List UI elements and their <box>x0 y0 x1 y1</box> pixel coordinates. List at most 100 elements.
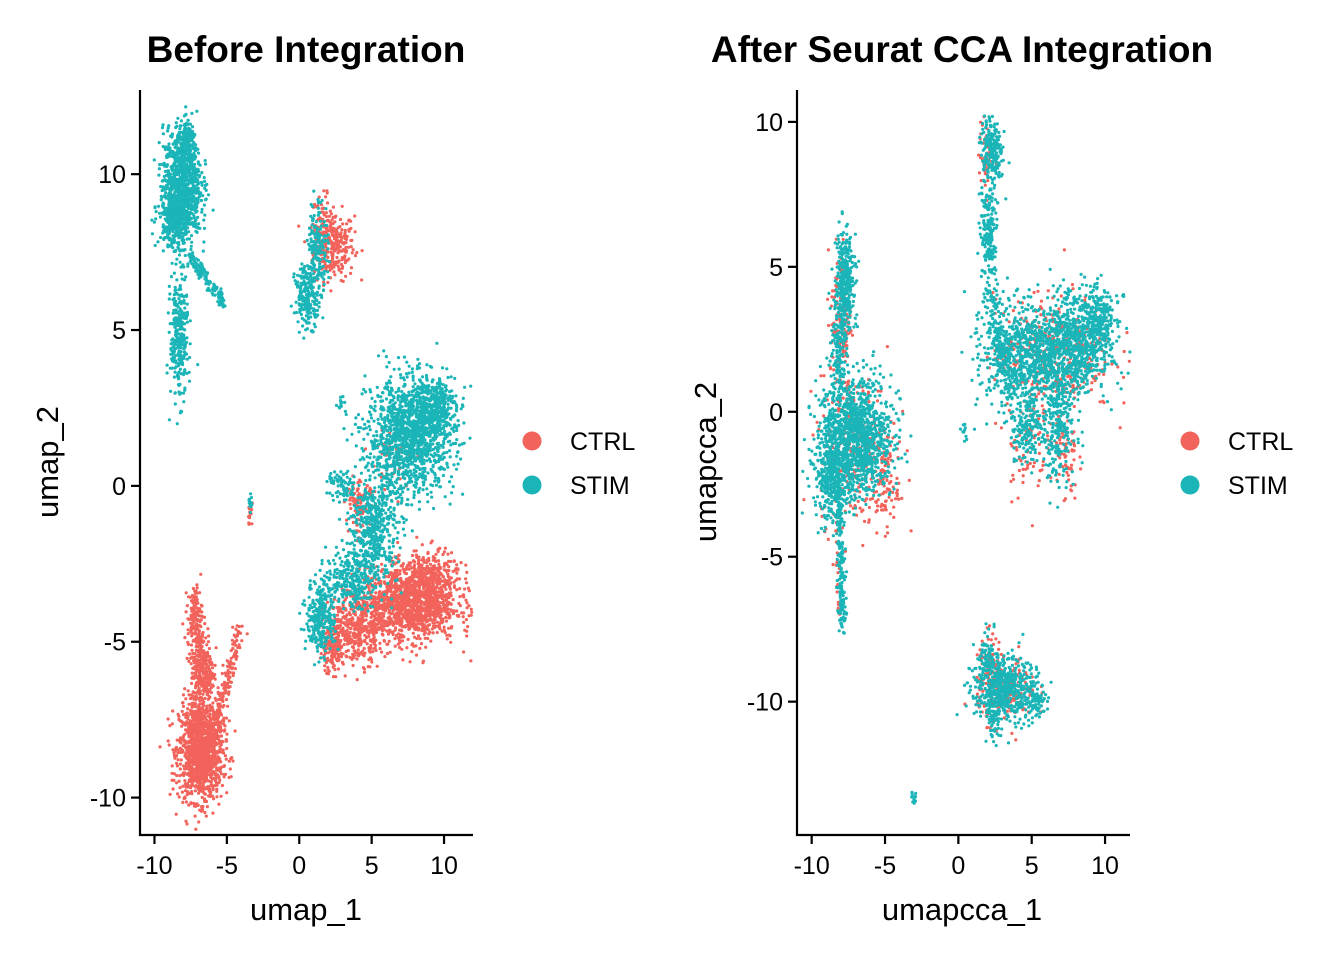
data-point <box>215 795 219 799</box>
data-point <box>367 646 371 650</box>
data-point <box>235 624 239 628</box>
data-point <box>206 769 211 773</box>
data-point <box>417 627 421 631</box>
data-point <box>445 637 449 641</box>
data-point <box>201 249 205 253</box>
data-point <box>401 625 405 629</box>
data-point <box>357 478 362 482</box>
data-point <box>333 247 337 251</box>
data-point <box>455 588 459 592</box>
data-point <box>191 651 195 656</box>
data-point <box>199 572 203 576</box>
data-point <box>418 577 422 581</box>
data-point <box>179 758 183 762</box>
data-point <box>344 241 348 245</box>
data-point <box>192 599 197 603</box>
data-point <box>193 738 197 742</box>
data-point <box>324 195 328 199</box>
data-point <box>369 615 373 620</box>
data-point <box>250 508 254 512</box>
data-point <box>339 618 343 622</box>
data-point <box>404 609 408 613</box>
data-point <box>234 657 238 661</box>
data-point <box>336 242 341 246</box>
data-point <box>345 628 349 633</box>
data-point <box>175 761 179 765</box>
data-point <box>436 548 440 552</box>
data-point <box>199 734 203 738</box>
data-point <box>199 180 204 184</box>
data-point <box>337 610 341 614</box>
data-point <box>443 546 447 550</box>
data-point <box>190 792 194 796</box>
data-point <box>426 636 430 641</box>
data-point <box>176 792 180 796</box>
data-point <box>179 750 184 755</box>
data-point <box>227 759 231 763</box>
data-point <box>188 595 192 599</box>
data-point <box>331 648 335 652</box>
data-point <box>191 608 195 612</box>
data-point <box>372 632 376 637</box>
data-point <box>336 264 340 268</box>
data-point <box>427 556 431 561</box>
data-point <box>209 686 213 690</box>
data-point <box>427 632 431 636</box>
data-point <box>201 659 205 663</box>
data-point <box>464 598 468 602</box>
data-point <box>182 771 187 775</box>
data-point <box>420 543 424 547</box>
data-point <box>202 730 206 734</box>
data-point <box>461 615 465 619</box>
data-point <box>437 586 441 590</box>
data-point <box>337 658 341 662</box>
data-point <box>371 650 375 654</box>
data-point <box>221 705 225 709</box>
data-point <box>170 778 174 782</box>
data-point <box>421 661 425 665</box>
data-point <box>435 609 439 613</box>
data-point <box>195 586 199 590</box>
data-point <box>426 576 431 580</box>
data-point <box>202 226 207 230</box>
data-point <box>400 639 405 643</box>
data-point <box>186 717 190 721</box>
data-point <box>416 562 420 566</box>
data-point <box>218 730 222 734</box>
data-point <box>181 622 185 626</box>
data-point <box>217 720 221 724</box>
data-point <box>385 588 389 592</box>
data-point <box>194 744 198 749</box>
data-point <box>464 563 468 567</box>
data-point <box>394 633 398 638</box>
data-point <box>400 583 404 587</box>
data-point <box>384 621 388 625</box>
data-point <box>184 591 188 595</box>
data-point <box>232 662 236 666</box>
data-point <box>231 625 235 629</box>
data-point <box>398 572 402 576</box>
data-point <box>352 649 356 653</box>
data-point <box>189 662 193 666</box>
data-point <box>228 664 232 668</box>
data-point <box>234 627 238 631</box>
data-point <box>185 822 189 826</box>
data-point <box>201 662 205 666</box>
data-point <box>348 619 352 623</box>
data-point <box>328 641 332 646</box>
data-point <box>193 709 198 714</box>
data-point <box>396 616 400 620</box>
data-point <box>181 744 185 748</box>
data-point <box>334 233 338 237</box>
data-point <box>193 814 197 818</box>
data-point <box>233 729 237 733</box>
data-point <box>384 597 388 601</box>
data-point <box>195 606 199 610</box>
data-point <box>435 620 439 624</box>
data-point <box>373 643 378 648</box>
data-point <box>347 245 351 249</box>
data-point <box>343 254 347 258</box>
data-point <box>182 764 186 768</box>
data-point <box>214 779 218 783</box>
data-point <box>380 562 384 566</box>
